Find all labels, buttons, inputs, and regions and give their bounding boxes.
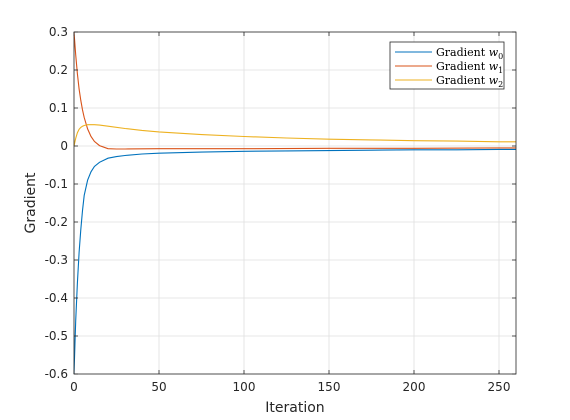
y-tick-label: -0.5 [45, 329, 68, 343]
legend-label-subscript: 0 [498, 52, 503, 61]
legend-label-base: Gradient [436, 60, 489, 73]
grid-lines [73, 31, 516, 375]
axes-box [73, 31, 517, 375]
x-tick-label: 250 [488, 380, 511, 394]
legend-label-base: Gradient [436, 46, 489, 59]
x-tick-label: 200 [403, 380, 426, 394]
y-tick-label: 0.3 [49, 25, 68, 39]
x-axis-label: Iteration [265, 400, 324, 416]
x-tick-label: 50 [151, 380, 166, 394]
legend-label-base: Gradient [436, 74, 489, 87]
x-tick-label: 150 [318, 380, 341, 394]
legend-label-subscript: 2 [498, 80, 503, 89]
series-layer [73, 31, 516, 375]
legend-label-subscript: 1 [498, 66, 503, 75]
y-tick-label: -0.6 [45, 367, 68, 381]
legend-label-var: w [489, 46, 499, 59]
legend-label: Gradient w1 [436, 60, 503, 75]
y-tick-label: 0 [60, 139, 68, 153]
y-axis-label: Gradient [23, 172, 39, 233]
y-tick-label: -0.4 [45, 291, 68, 305]
y-tick-label: 0.2 [49, 63, 68, 77]
legend-label: Gradient w0 [436, 46, 503, 61]
legend-label-var: w [489, 60, 499, 73]
y-tick-label: 0.1 [49, 101, 68, 115]
series-line-gradient-w2 [73, 124, 516, 147]
x-ticks: 0 50 100 150 200 250 [70, 32, 510, 394]
y-tick-label: -0.1 [45, 177, 68, 191]
x-tick-label: 0 [70, 380, 78, 394]
legend-label: Gradient w2 [436, 74, 503, 89]
legend-label-var: w [489, 74, 499, 87]
y-ticks: 0.3 0.2 0.1 0 -0.1 -0.2 -0.3 -0.4 -0.5 -0.6 [45, 25, 516, 381]
y-tick-label: -0.2 [45, 215, 68, 229]
series-line-gradient-w0 [73, 148, 516, 375]
y-tick-label: -0.3 [45, 253, 68, 267]
x-tick-label: 100 [233, 380, 256, 394]
series-line-gradient-w1 [73, 31, 516, 150]
